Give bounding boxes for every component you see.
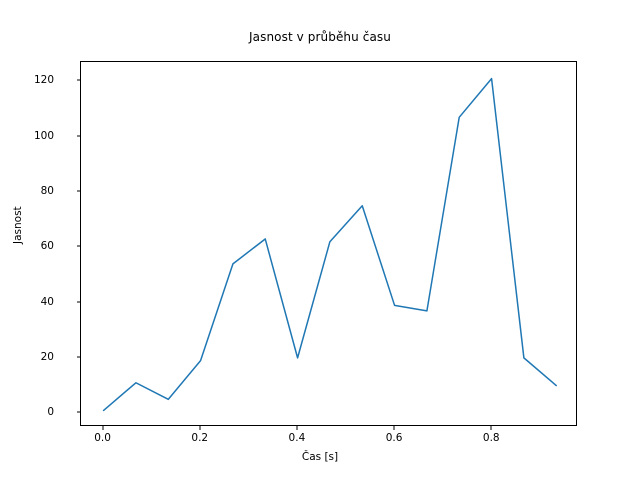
y-tick-mark (76, 190, 80, 192)
y-tick-mark (76, 356, 80, 358)
x-tick-mark (102, 426, 104, 430)
plot-area (80, 61, 577, 426)
y-axis-label: Jasnost (12, 205, 24, 244)
y-tick-mark (76, 135, 80, 137)
x-tick-label: 0.6 (385, 432, 403, 444)
y-tick-label: 40 (40, 295, 54, 308)
x-tick-mark (490, 426, 492, 430)
y-tick-mark (76, 411, 80, 413)
x-axis-label: Čas [s] (301, 451, 339, 463)
y-tick-label: 120 (33, 74, 54, 87)
x-tick-label: 0.4 (288, 432, 306, 444)
y-tick-label: 60 (40, 240, 54, 253)
y-tick-label: 100 (33, 129, 54, 142)
y-tick-mark (76, 79, 80, 81)
x-tick-mark (296, 426, 298, 430)
line-series-jasnost (102, 77, 557, 412)
y-tick-mark (76, 245, 80, 247)
x-tick-label: 0.0 (94, 432, 111, 444)
y-tick-mark (76, 301, 80, 303)
x-tick-mark (393, 426, 395, 430)
x-tick-label: 0.8 (482, 432, 500, 444)
x-tick-label: 0.2 (191, 432, 209, 444)
y-tick-label: 0 (47, 406, 54, 419)
y-tick-label: 20 (40, 350, 54, 363)
chart-title: Jasnost v průběhu času (249, 30, 391, 44)
x-tick-mark (199, 426, 201, 430)
y-tick-label: 80 (40, 184, 54, 197)
line-series-svg (102, 77, 557, 412)
